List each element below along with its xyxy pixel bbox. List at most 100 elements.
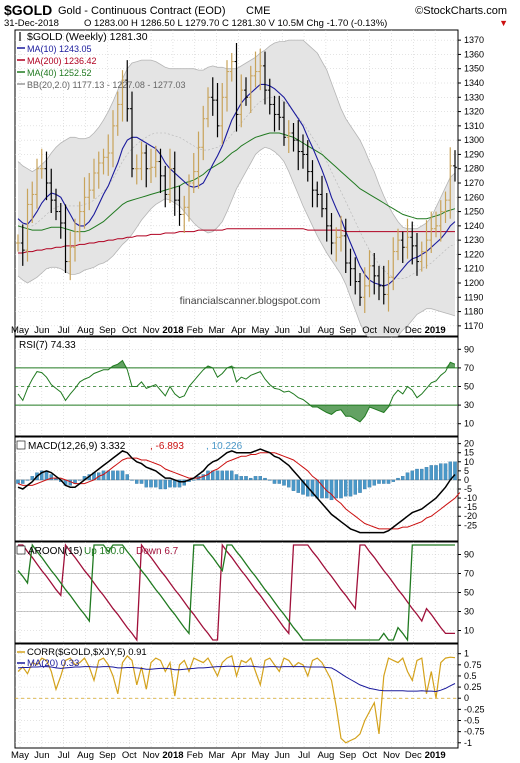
y-tick-label: 1250 — [464, 207, 484, 217]
y-tick-label: 1230 — [464, 235, 484, 245]
macd-hist-bar — [225, 470, 229, 481]
y-tick-label: 1270 — [464, 178, 484, 188]
legend-swatch — [16, 440, 26, 450]
y-tick-label: 1280 — [464, 164, 484, 174]
macd-hist-bar — [30, 476, 34, 481]
x-axis-month-label: Jun — [275, 750, 290, 761]
macd-hist-bar — [400, 476, 405, 481]
y-tick-label: -1 — [464, 738, 472, 748]
macd-hist-bar — [358, 479, 362, 493]
watermark-text: financialscanner.blogspot.com — [180, 295, 321, 307]
macd-hist-bar — [438, 463, 443, 481]
macd-hist-bar — [367, 479, 372, 488]
macd-hist-bar — [372, 479, 376, 486]
macd-hist-bar — [405, 472, 410, 481]
macd-hist-bar — [396, 477, 400, 481]
rsi-oversold-fill — [18, 405, 455, 422]
panel-aroon: 10 30 50 70 90 AROON(15) Up 100.0 Down 6.7 — [14, 541, 474, 644]
y-tick-label: 0.5 — [464, 671, 477, 681]
macd-hist-bar — [134, 479, 139, 484]
x-axis-month-label: 2019 — [425, 325, 446, 336]
y-tick-label: -0.5 — [464, 716, 480, 726]
macd-line — [17, 448, 456, 534]
y-tick-label: 1170 — [464, 321, 483, 331]
y-tick-label: 5 — [464, 466, 469, 476]
x-axis-month-label: Sep — [339, 325, 356, 336]
macd-hist-bar — [320, 479, 324, 499]
y-tick-label: 30 — [464, 400, 474, 410]
x-axis-month-label: Jul — [58, 750, 70, 761]
x-axis-month-label: Jun — [34, 325, 49, 336]
x-axis-month-label: Feb — [187, 750, 203, 761]
y-tick-label: -0.75 — [464, 727, 485, 737]
y-tick-label: 50 — [464, 588, 474, 598]
y-tick-label: 1200 — [464, 278, 484, 288]
y-tick-label: 1180 — [464, 307, 483, 317]
macd-hist-bar — [149, 479, 153, 488]
x-axis-month-label: Nov — [143, 325, 160, 336]
y-tick-label: -5 — [464, 484, 472, 494]
macd-hist-bar — [182, 479, 186, 486]
exchange-label: CME — [246, 5, 270, 17]
x-axis-month-label: May — [11, 325, 29, 336]
y-tick-label: 90 — [464, 344, 474, 354]
macd-hist-bar — [191, 479, 196, 481]
macd-hist-bar — [153, 479, 158, 488]
panel-price: 1170 1180 1190 1200 1210 1220 1230 1240 1250 1260… — [14, 29, 484, 345]
y-tick-label: 1320 — [464, 107, 484, 117]
macd-hist-bar — [263, 477, 267, 481]
y-tick-label: 1190 — [464, 292, 483, 302]
legend-entry: MA(20) 0.33 — [27, 658, 79, 669]
x-axis-month-label: Feb — [187, 325, 203, 336]
legend-entry: AROON(15) — [28, 546, 82, 557]
macd-hist-bar — [391, 479, 395, 482]
x-axis-month-label: Aug — [77, 750, 94, 761]
y-tick-label: -25 — [464, 520, 477, 530]
y-tick-label: 70 — [464, 363, 474, 373]
x-axis-month-label: Aug — [317, 325, 334, 336]
y-tick-label: 0 — [464, 693, 469, 703]
legend-entry: MA(200) 1236.42 — [27, 56, 97, 66]
x-axis-month-label: Jul — [58, 325, 70, 336]
macd-hist-bar — [296, 479, 300, 493]
ma200-line — [18, 228, 455, 254]
macd-hist-bar — [348, 479, 353, 497]
legend-swatch — [16, 545, 26, 555]
macd-hist-bar — [234, 474, 239, 481]
macd-hist-bar — [44, 470, 49, 481]
y-tick-label: -15 — [464, 502, 477, 512]
y-tick-label: 1350 — [464, 64, 484, 74]
y-tick-label: 1300 — [464, 135, 484, 145]
macd-hist-bar — [353, 479, 357, 495]
macd-hist-bar — [448, 461, 452, 481]
x-axis-month-label: May — [11, 750, 29, 761]
macd-hist-bar — [291, 479, 296, 491]
y-tick-label: 30 — [464, 607, 474, 617]
legend-entry: Up 100.0 — [84, 546, 125, 557]
macd-hist-bar — [244, 476, 248, 481]
x-axis-month-label: Dec — [405, 750, 422, 761]
macd-hist-bar — [339, 479, 343, 499]
legend-entry: CORR($GOLD,$XJY,5) 0.91 — [27, 647, 147, 658]
x-axis-month-label: 2018 — [162, 325, 183, 336]
y-tick-label: 1210 — [464, 264, 484, 274]
macd-hist-bar — [120, 470, 125, 481]
legend-entry: MA(10) 1243.05 — [27, 44, 92, 54]
macd-hist-bar — [386, 479, 391, 484]
macd-hist-bar — [286, 479, 291, 488]
x-axis-month-label: Aug — [317, 750, 334, 761]
legend-entry: MA(40) 1252.52 — [27, 68, 92, 78]
macd-hist-bar — [253, 476, 258, 481]
y-tick-label: 0.75 — [464, 660, 482, 670]
macd-hist-bar — [301, 479, 305, 495]
brand-label[interactable]: ©StockCharts.com — [415, 5, 507, 17]
x-axis-month-label: May — [251, 750, 269, 761]
x-axis-month-label: Dec — [405, 325, 422, 336]
macd-hist-bar — [453, 461, 457, 481]
legend-entry: RSI(7) 74.33 — [19, 340, 76, 351]
y-tick-label: 1220 — [464, 249, 484, 259]
y-tick-label: 1330 — [464, 92, 484, 102]
macd-hist-bar — [329, 479, 334, 501]
macd-hist-bar — [229, 470, 234, 481]
